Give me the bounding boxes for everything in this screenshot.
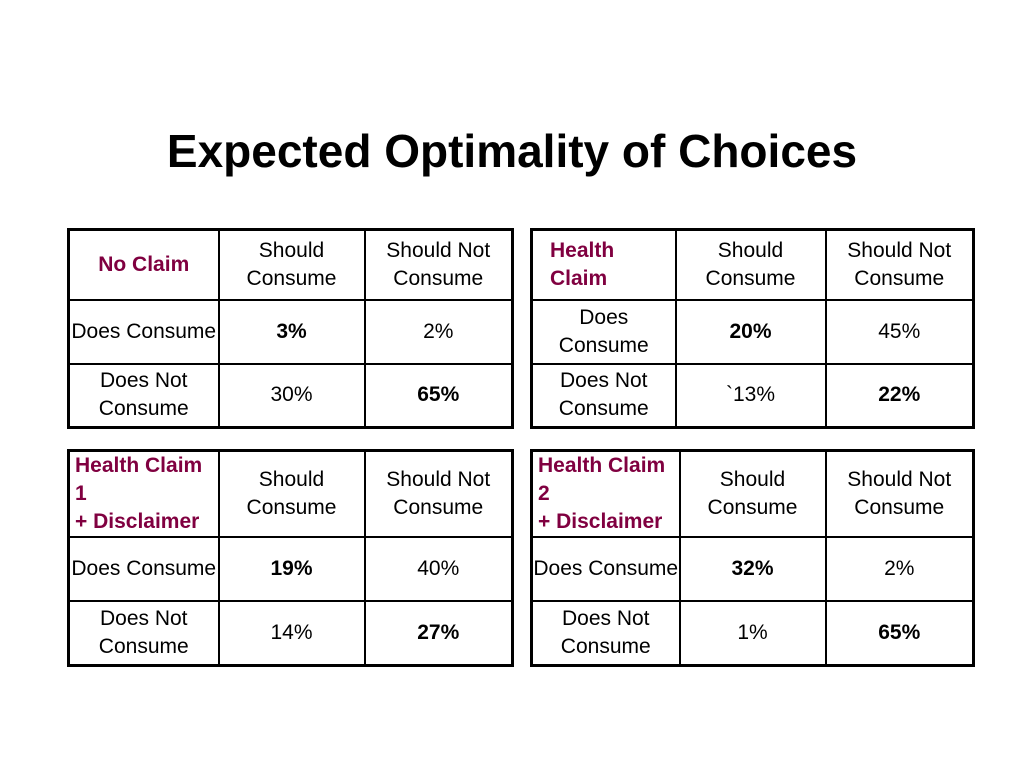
table-health-claim-1-disclaimer: Health Claim 1 + Disclaimer Should Consu… <box>67 449 514 667</box>
table-health-claim: Health Claim Should Consume Should Not C… <box>530 228 975 429</box>
row-header-does-consume: Does Consume <box>530 298 677 365</box>
col-header-should-not-consume: Should Not Consume <box>363 449 514 538</box>
table-cell: 3% <box>217 298 366 365</box>
table-label-line: Health Claim 2 <box>538 454 666 505</box>
col-header-should-not-consume: Should Not Consume <box>363 228 514 301</box>
table-cell: 45% <box>824 298 975 365</box>
table-cell: 65% <box>824 600 975 666</box>
row-header-does-not-consume: Does Not Consume <box>530 362 677 429</box>
table-health-claim-2-disclaimer: Health Claim 2 + Disclaimer Should Consu… <box>530 449 975 667</box>
table-cell: 2% <box>363 298 514 365</box>
table-cell: 19% <box>217 536 366 602</box>
row-header-does-consume: Does Consume <box>67 536 220 602</box>
table-cell: 1% <box>678 600 827 666</box>
table-label: No Claim <box>67 228 220 301</box>
table-label: Health Claim 2 + Disclaimer <box>530 449 681 538</box>
row-header-does-not-consume: Does Not Consume <box>530 600 681 666</box>
col-header-should-consume: Should Consume <box>217 228 366 301</box>
table-label-line: + Disclaimer <box>75 510 200 533</box>
col-header-should-consume: Should Consume <box>674 228 827 301</box>
table-cell: 30% <box>217 362 366 429</box>
table-cell: 14% <box>217 600 366 666</box>
table-label-line: Health Claim <box>550 238 615 290</box>
row-header-does-not-consume: Does Not Consume <box>67 362 220 429</box>
col-header-should-consume: Should Consume <box>678 449 827 538</box>
table-cell: 2% <box>824 536 975 602</box>
table-cell: 27% <box>363 600 514 666</box>
table-cell: 22% <box>824 362 975 429</box>
table-label-line: Health Claim 1 <box>75 454 203 505</box>
col-header-should-not-consume: Should Not Consume <box>824 228 975 301</box>
table-cell: 20% <box>674 298 827 365</box>
table-label-line: No Claim <box>98 252 190 276</box>
table-cell: `13% <box>674 362 827 429</box>
table-label-line: + Disclaimer <box>538 510 663 533</box>
page-title: Expected Optimality of Choices <box>166 125 858 177</box>
row-header-does-not-consume: Does Not Consume <box>67 600 220 666</box>
col-header-should-consume: Should Consume <box>217 449 366 538</box>
table-cell: 65% <box>363 362 514 429</box>
table-cell: 40% <box>363 536 514 602</box>
row-header-does-consume: Does Consume <box>67 298 220 365</box>
table-no-claim: No Claim Should Consume Should Not Consu… <box>67 228 514 429</box>
col-header-should-not-consume: Should Not Consume <box>824 449 975 538</box>
table-cell: 32% <box>678 536 827 602</box>
table-label: Health Claim <box>530 228 677 301</box>
table-label: Health Claim 1 + Disclaimer <box>67 449 220 538</box>
row-header-does-consume: Does Consume <box>530 536 681 602</box>
